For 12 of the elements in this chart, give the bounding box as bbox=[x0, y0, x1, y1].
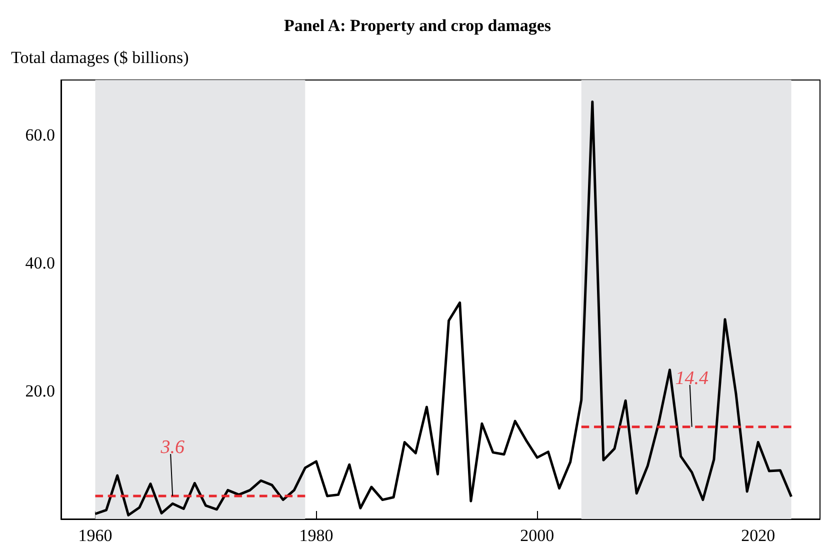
line-series bbox=[94, 100, 793, 516]
x-tick-label: 1980 bbox=[299, 526, 334, 545]
annotation: 14.4 bbox=[675, 368, 709, 389]
y-tick-label: 40.0 bbox=[25, 254, 55, 273]
y-tick-label: 20.0 bbox=[25, 382, 55, 401]
x-tick-label: 1960 bbox=[78, 526, 112, 545]
y-tick-label: 60.0 bbox=[25, 126, 55, 145]
annotation: 3.6 bbox=[160, 436, 185, 458]
chart-title: Panel A: Property and crop damages bbox=[284, 16, 552, 35]
x-tick-label: 2020 bbox=[741, 526, 776, 545]
y-axis-title: Total damages ($ billions) bbox=[11, 48, 189, 67]
x-tick-label: 2000 bbox=[520, 526, 554, 545]
